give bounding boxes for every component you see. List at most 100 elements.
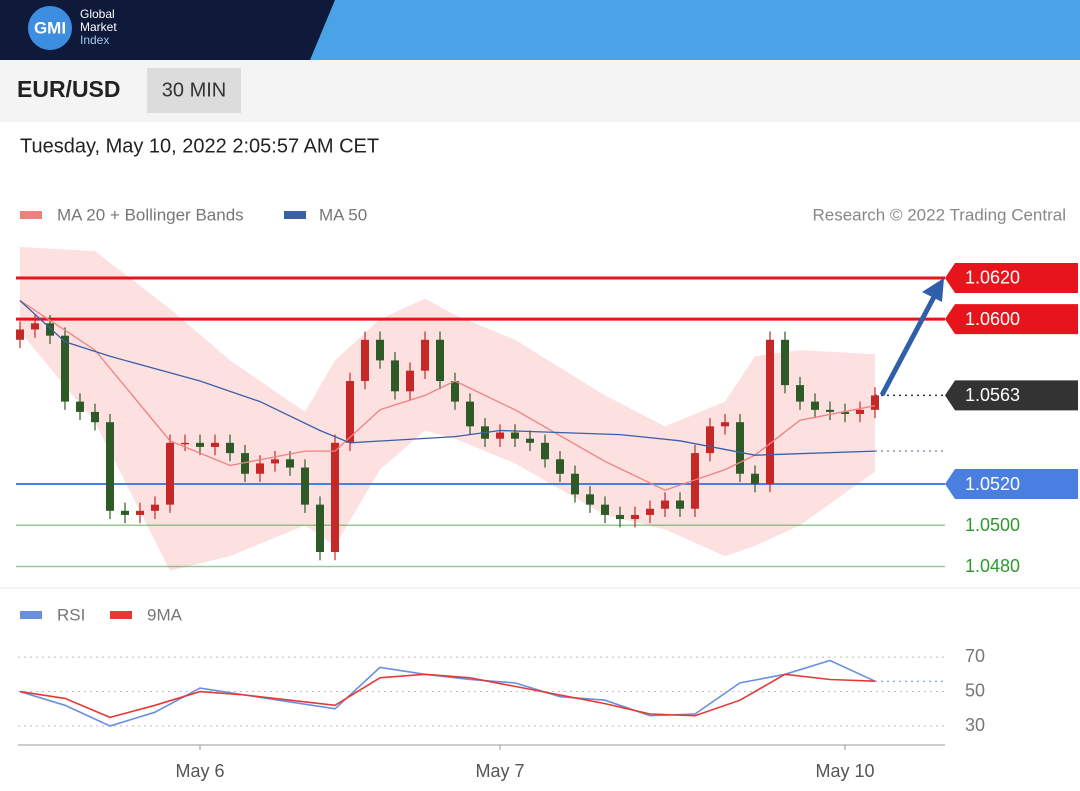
candle-body — [376, 339, 384, 361]
candle-body — [766, 339, 774, 485]
candle-body — [496, 432, 504, 439]
level-tag — [945, 262, 1078, 293]
candle-body — [541, 442, 549, 460]
candle-body — [586, 494, 594, 505]
candle-body — [511, 432, 519, 439]
candle-body — [871, 395, 879, 410]
candle-body — [91, 411, 99, 423]
candle-body — [436, 339, 444, 381]
candle-body — [796, 385, 804, 402]
legend-swatch — [110, 611, 132, 619]
candle-body — [271, 459, 279, 464]
candle-body — [466, 401, 474, 427]
candle-body — [151, 504, 159, 511]
level-label: 1.0500 — [965, 515, 1020, 535]
legend-swatch — [20, 211, 42, 219]
interval[interactable]: 30 MIN — [162, 79, 226, 101]
candle-body — [631, 514, 639, 520]
logo-circle — [28, 6, 72, 50]
level-tag — [945, 469, 1078, 500]
candle-body — [526, 438, 534, 443]
candle-body — [826, 409, 834, 412]
candle-body — [31, 323, 39, 330]
candle-body — [646, 508, 654, 515]
candle-body — [316, 504, 324, 553]
symbol: EUR/USD — [17, 76, 121, 102]
candle-body — [616, 514, 624, 520]
candle-body — [121, 510, 129, 515]
candle-body — [181, 442, 189, 445]
legend-label: MA 20 + Bollinger Bands — [57, 205, 244, 224]
candle-body — [421, 339, 429, 371]
candle-body — [331, 442, 339, 553]
candle-body — [751, 473, 759, 485]
arrow-head — [922, 278, 944, 302]
timestamp: Tuesday, May 10, 2022 2:05:57 AM CET — [20, 135, 379, 157]
legend-label: RSI — [57, 605, 85, 624]
level-label: 1.0480 — [965, 556, 1020, 576]
candle-body — [106, 422, 114, 511]
candle-body — [196, 442, 204, 447]
x-tick-label: May 7 — [475, 761, 524, 781]
y-tick-label: 70 — [965, 646, 985, 666]
credit: Research © 2022 Trading Central — [813, 205, 1067, 224]
interval-box[interactable] — [147, 68, 241, 113]
y-tick-label: 50 — [965, 680, 985, 700]
candle-body — [856, 409, 864, 414]
level-tag — [945, 304, 1078, 335]
brand: Index — [80, 33, 109, 47]
candle-body — [571, 473, 579, 495]
logo: GMI — [34, 18, 66, 37]
candle-body — [61, 335, 69, 402]
ma-line — [19, 300, 876, 491]
candle-body — [136, 510, 144, 515]
bollinger-band — [20, 247, 875, 571]
candle-body — [16, 329, 24, 340]
candle-body — [256, 463, 264, 474]
x-tick-label: May 6 — [175, 761, 224, 781]
candle-body — [241, 453, 249, 474]
level-label: 1.0563 — [965, 385, 1020, 405]
candle-body — [781, 339, 789, 386]
legend-label: MA 50 — [319, 205, 367, 224]
candle-body — [301, 467, 309, 505]
candle-body — [406, 370, 414, 392]
legend-label: 9MA — [147, 605, 183, 624]
candle-body — [841, 411, 849, 414]
candle-body — [46, 323, 54, 336]
candle-body — [451, 381, 459, 402]
candle-body — [601, 504, 609, 515]
candle-body — [556, 459, 564, 474]
line-series — [19, 673, 876, 719]
candle-body — [391, 360, 399, 392]
candle-body — [661, 500, 669, 509]
level-label: 1.0620 — [965, 268, 1020, 288]
brand: Market — [80, 20, 117, 34]
brand-bar — [0, 0, 335, 60]
line-series — [19, 659, 876, 727]
legend-swatch — [20, 611, 42, 619]
candle-body — [226, 442, 234, 454]
candle-body — [211, 442, 219, 447]
forecast-arrow — [879, 293, 938, 397]
candle-body — [676, 500, 684, 509]
level-label: 1.0520 — [965, 474, 1020, 494]
y-tick-label: 30 — [965, 715, 985, 735]
candle-body — [691, 453, 699, 509]
x-tick-label: May 10 — [815, 761, 874, 781]
ma-line — [19, 300, 876, 456]
level-tag — [945, 380, 1078, 411]
legend-swatch — [284, 211, 306, 219]
candle-body — [811, 401, 819, 410]
candle-body — [76, 401, 84, 412]
candle-body — [346, 381, 354, 443]
candle-body — [286, 459, 294, 468]
candle-body — [361, 339, 369, 381]
candle-body — [721, 422, 729, 427]
brand: Global — [80, 7, 115, 21]
level-label: 1.0600 — [965, 309, 1020, 329]
candle-body — [706, 426, 714, 454]
candle-body — [736, 422, 744, 474]
